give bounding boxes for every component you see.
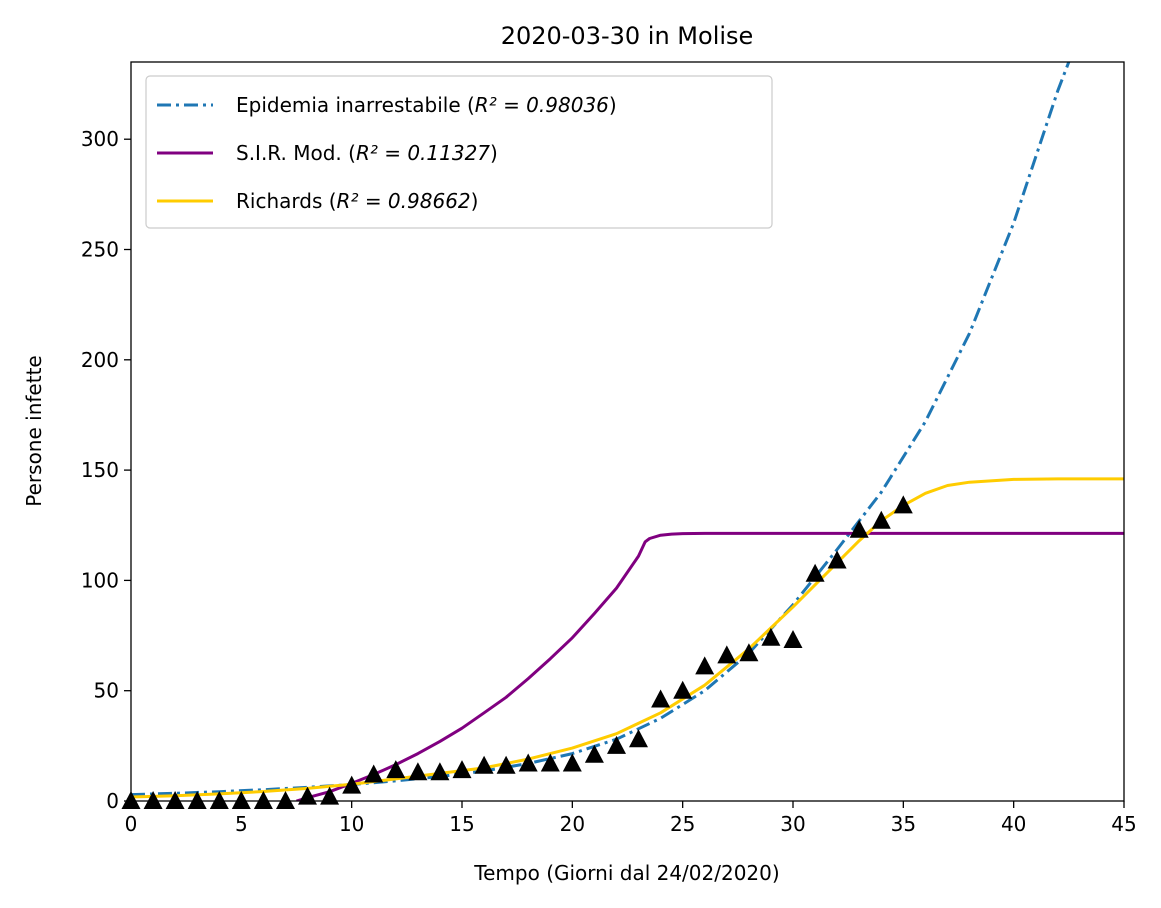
- observed-markers: [121, 495, 913, 809]
- legend-paren-open: (: [461, 93, 475, 117]
- data-point-triangle: [695, 656, 715, 675]
- data-point-triangle: [805, 563, 825, 582]
- series-line-2: [131, 477, 1124, 799]
- data-point-triangle: [474, 755, 494, 774]
- legend: Epidemia inarrestabile (R² = 0.98036)S.I…: [145, 75, 773, 229]
- legend-box: [145, 75, 773, 229]
- y-tick-label: 200: [81, 348, 119, 372]
- data-point-triangle: [165, 791, 185, 809]
- y-tick-label: 0: [106, 789, 119, 813]
- y-tick-label: 300: [81, 127, 119, 151]
- legend-r2: R² = 0.98662: [337, 189, 471, 213]
- data-point-triangle: [849, 519, 869, 538]
- legend-series-name: S.I.R. Mod.: [236, 141, 342, 165]
- x-tick-label: 15: [449, 812, 474, 836]
- x-tick-label: 5: [235, 812, 248, 836]
- legend-r2: R² = 0.98036: [475, 93, 609, 117]
- data-point-triangle: [673, 680, 693, 699]
- y-tick-label: 100: [81, 568, 119, 592]
- y-tick-label: 50: [94, 679, 119, 703]
- data-point-triangle: [783, 630, 803, 648]
- series-line-1: [296, 531, 1124, 801]
- data-point-triangle: [209, 791, 229, 809]
- legend-series-name: Epidemia inarrestabile: [236, 93, 461, 117]
- data-point-triangle: [452, 760, 472, 779]
- x-tick-label: 0: [125, 812, 138, 836]
- data-point-triangle: [540, 753, 560, 772]
- data-point-triangle: [430, 762, 450, 781]
- x-tick-label: 45: [1111, 812, 1136, 836]
- legend-label-1: S.I.R. Mod. (R² = 0.11327): [236, 141, 498, 165]
- data-point-triangle: [496, 755, 516, 774]
- data-point-triangle: [651, 689, 671, 708]
- data-point-triangle: [607, 735, 626, 754]
- data-point-triangle: [629, 729, 648, 748]
- data-point-triangle: [342, 775, 362, 794]
- data-point-triangle: [253, 791, 273, 809]
- legend-paren-close: ): [490, 141, 498, 165]
- data-point-triangle: [386, 760, 406, 779]
- y-tick-label: 150: [81, 458, 119, 482]
- legend-series-name: Richards: [236, 189, 322, 213]
- data-point-triangle: [231, 791, 251, 809]
- legend-paren-close: ): [471, 189, 479, 213]
- x-axis: 0 5 10 15 20 25 30 35 40 45: [125, 801, 1137, 836]
- data-point-triangle: [143, 791, 163, 809]
- y-axis: 0 50 100 150 200 250 300: [81, 127, 131, 813]
- legend-paren-open: (: [322, 189, 336, 213]
- x-tick-label: 35: [891, 812, 916, 836]
- data-point-triangle: [408, 762, 428, 781]
- data-point-triangle: [276, 791, 295, 809]
- legend-paren-open: (: [342, 141, 356, 165]
- y-tick-label: 250: [81, 238, 119, 262]
- data-point-triangle: [717, 645, 737, 664]
- legend-label-2: Richards (R² = 0.98662): [236, 189, 478, 213]
- x-tick-label: 25: [670, 812, 695, 836]
- legend-r2: R² = 0.11327: [356, 141, 490, 165]
- data-point-triangle: [364, 764, 384, 783]
- data-point-triangle: [827, 550, 847, 569]
- legend-paren-close: ): [609, 93, 617, 117]
- plot-frame: [130, 61, 1125, 802]
- data-point-triangle: [298, 786, 317, 805]
- legend-label-0: Epidemia inarrestabile (R² = 0.98036): [236, 93, 617, 117]
- chart-title: 2020-03-30 in Molise: [501, 22, 754, 50]
- data-point-triangle: [893, 495, 913, 514]
- data-point-triangle: [187, 791, 207, 809]
- data-point-triangle: [320, 786, 340, 805]
- data-point-triangle: [518, 753, 538, 772]
- y-axis-label: Persone infette: [22, 355, 46, 506]
- x-axis-label: Tempo (Giorni dal 24/02/2020): [473, 861, 779, 885]
- data-point-triangle: [761, 627, 781, 646]
- x-tick-label: 20: [560, 812, 585, 836]
- data-point-triangle: [584, 744, 604, 763]
- x-tick-label: 30: [780, 812, 805, 836]
- data-point-triangle: [562, 753, 582, 772]
- x-tick-label: 10: [339, 812, 364, 836]
- x-tick-label: 40: [1001, 812, 1026, 836]
- data-point-triangle: [871, 510, 891, 529]
- data-point-triangle: [739, 643, 759, 662]
